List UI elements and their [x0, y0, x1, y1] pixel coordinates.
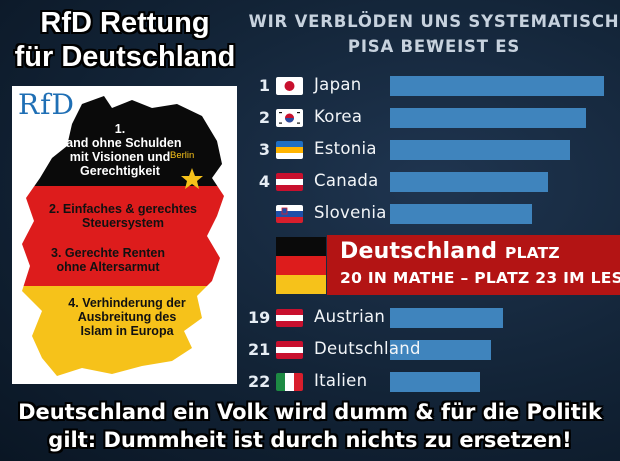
ranking-bar — [390, 140, 570, 160]
country-name: Korea — [314, 107, 363, 126]
highlight-subtitle: 20 IN MATHE – PLATZ 23 IM LESEN — [340, 269, 620, 287]
germany-map-icon — [22, 96, 224, 376]
goal-4-line: 4. Verhinderung der — [68, 296, 186, 310]
highlight-country: Deutschland — [340, 239, 498, 264]
ranking-row: 4 Canada — [248, 170, 620, 194]
goal-1: 1. Land ohne Schulden mit Visionen und G… — [20, 122, 220, 178]
ranking-row: 3 Estonia — [248, 138, 620, 162]
goal-2: 2. Einfaches & gerechtes Steuersystem — [18, 202, 228, 230]
goal-1-line: Land ohne Schulden — [58, 136, 182, 150]
ranking-bar — [390, 372, 480, 392]
canada-flag-icon — [276, 173, 303, 191]
country-name: Deutschland — [314, 339, 421, 358]
rfd-logo: RfD — [18, 88, 75, 121]
goal-4: 4. Verhinderung der Ausbreitung des Isla… — [32, 296, 222, 338]
rank-number: 1 — [258, 76, 270, 95]
berlin-star-icon — [181, 168, 203, 189]
goal-4-line: Ausbreitung des — [77, 310, 177, 324]
berlin-label: Berlin — [170, 150, 195, 161]
highlight-suffix: PLATZ — [505, 244, 560, 262]
estonia-flag-icon — [276, 141, 303, 159]
ranking-row: 21 Deutschland — [248, 338, 620, 362]
goal-1-line: Gerechtigkeit — [80, 164, 160, 178]
rank-number: 22 — [248, 372, 271, 391]
headline-line2: PISA BEWEIST ES — [347, 37, 521, 56]
goal-4-line: Islam in Europa — [80, 324, 174, 338]
ranking-row: 2 Korea — [248, 106, 620, 130]
ranking-bar — [390, 308, 503, 328]
goal-2-line: 2. Einfaches & gerechtes — [49, 202, 197, 216]
goal-2-line: Steuersystem — [82, 216, 164, 230]
logo-title-line1: RfD Rettung — [40, 7, 210, 39]
ranking-bar — [390, 340, 491, 360]
ranking-row: 19 Austrian — [248, 306, 620, 330]
austria-flag-icon — [276, 309, 303, 327]
goal-1-number: 1. — [114, 122, 126, 136]
rank-number: 19 — [248, 308, 271, 327]
germany-flag-icon — [276, 237, 326, 294]
country-name: Japan — [314, 75, 362, 94]
rank-number: 2 — [258, 108, 270, 127]
austria-flag-icon — [276, 341, 303, 359]
ranking-row: Slovenia — [248, 202, 620, 226]
rank-number: 3 — [258, 140, 270, 159]
goal-3-line: 3. Gerechte Renten — [51, 246, 165, 260]
goal-3-line: ohne Altersarmut — [56, 260, 160, 274]
ranking-bar — [390, 204, 532, 224]
goal-3: 3. Gerechte Renten ohne Altersarmut — [18, 246, 198, 274]
logo-title-line2: für Deutschland — [14, 41, 236, 73]
italy-flag-icon — [276, 373, 303, 391]
rank-number: 21 — [248, 340, 271, 359]
highlight-title: Deutschland PLATZ — [340, 239, 560, 264]
country-name: Austrian — [314, 307, 386, 326]
ranking-bar — [390, 76, 604, 96]
country-name: Estonia — [314, 139, 377, 158]
ranking-bar — [390, 172, 548, 192]
ranking-bar — [390, 108, 586, 128]
country-name: Canada — [314, 171, 379, 190]
japan-flag-icon — [276, 77, 303, 95]
footer-line1: Deutschland ein Volk wird dumm & für die… — [18, 400, 602, 424]
ranking-row: 1 Japan — [248, 74, 620, 98]
ranking-row: 22 Italien — [248, 370, 620, 394]
footer-line2: gilt: Dummheit ist durch nichts zu erset… — [48, 428, 572, 452]
goal-1-line: mit Visionen und — [69, 150, 171, 164]
country-name: Italien — [314, 371, 368, 390]
slovenia-flag-icon — [276, 205, 303, 223]
korea-flag-icon — [276, 109, 303, 127]
germany-map-panel: RfD Berlin 1. Land ohne Schulden mit Vis… — [12, 86, 237, 384]
rank-number: 4 — [258, 172, 270, 191]
country-name: Slovenia — [314, 203, 387, 222]
headline-line1: WIR VERBLÖDEN UNS SYSTEMATISCH – — [248, 12, 620, 50]
germany-highlight-banner — [327, 235, 620, 295]
